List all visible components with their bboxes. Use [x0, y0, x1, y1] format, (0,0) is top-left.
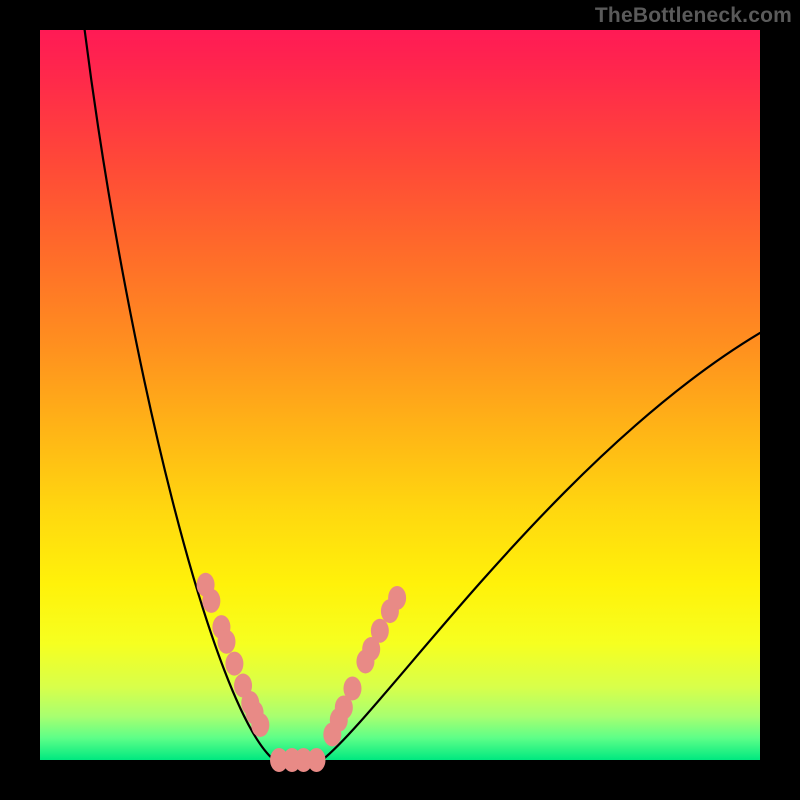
bottleneck-chart-svg: [0, 0, 800, 800]
watermark-text: TheBottleneck.com: [595, 4, 792, 28]
chart-container: TheBottleneck.com: [0, 0, 800, 800]
